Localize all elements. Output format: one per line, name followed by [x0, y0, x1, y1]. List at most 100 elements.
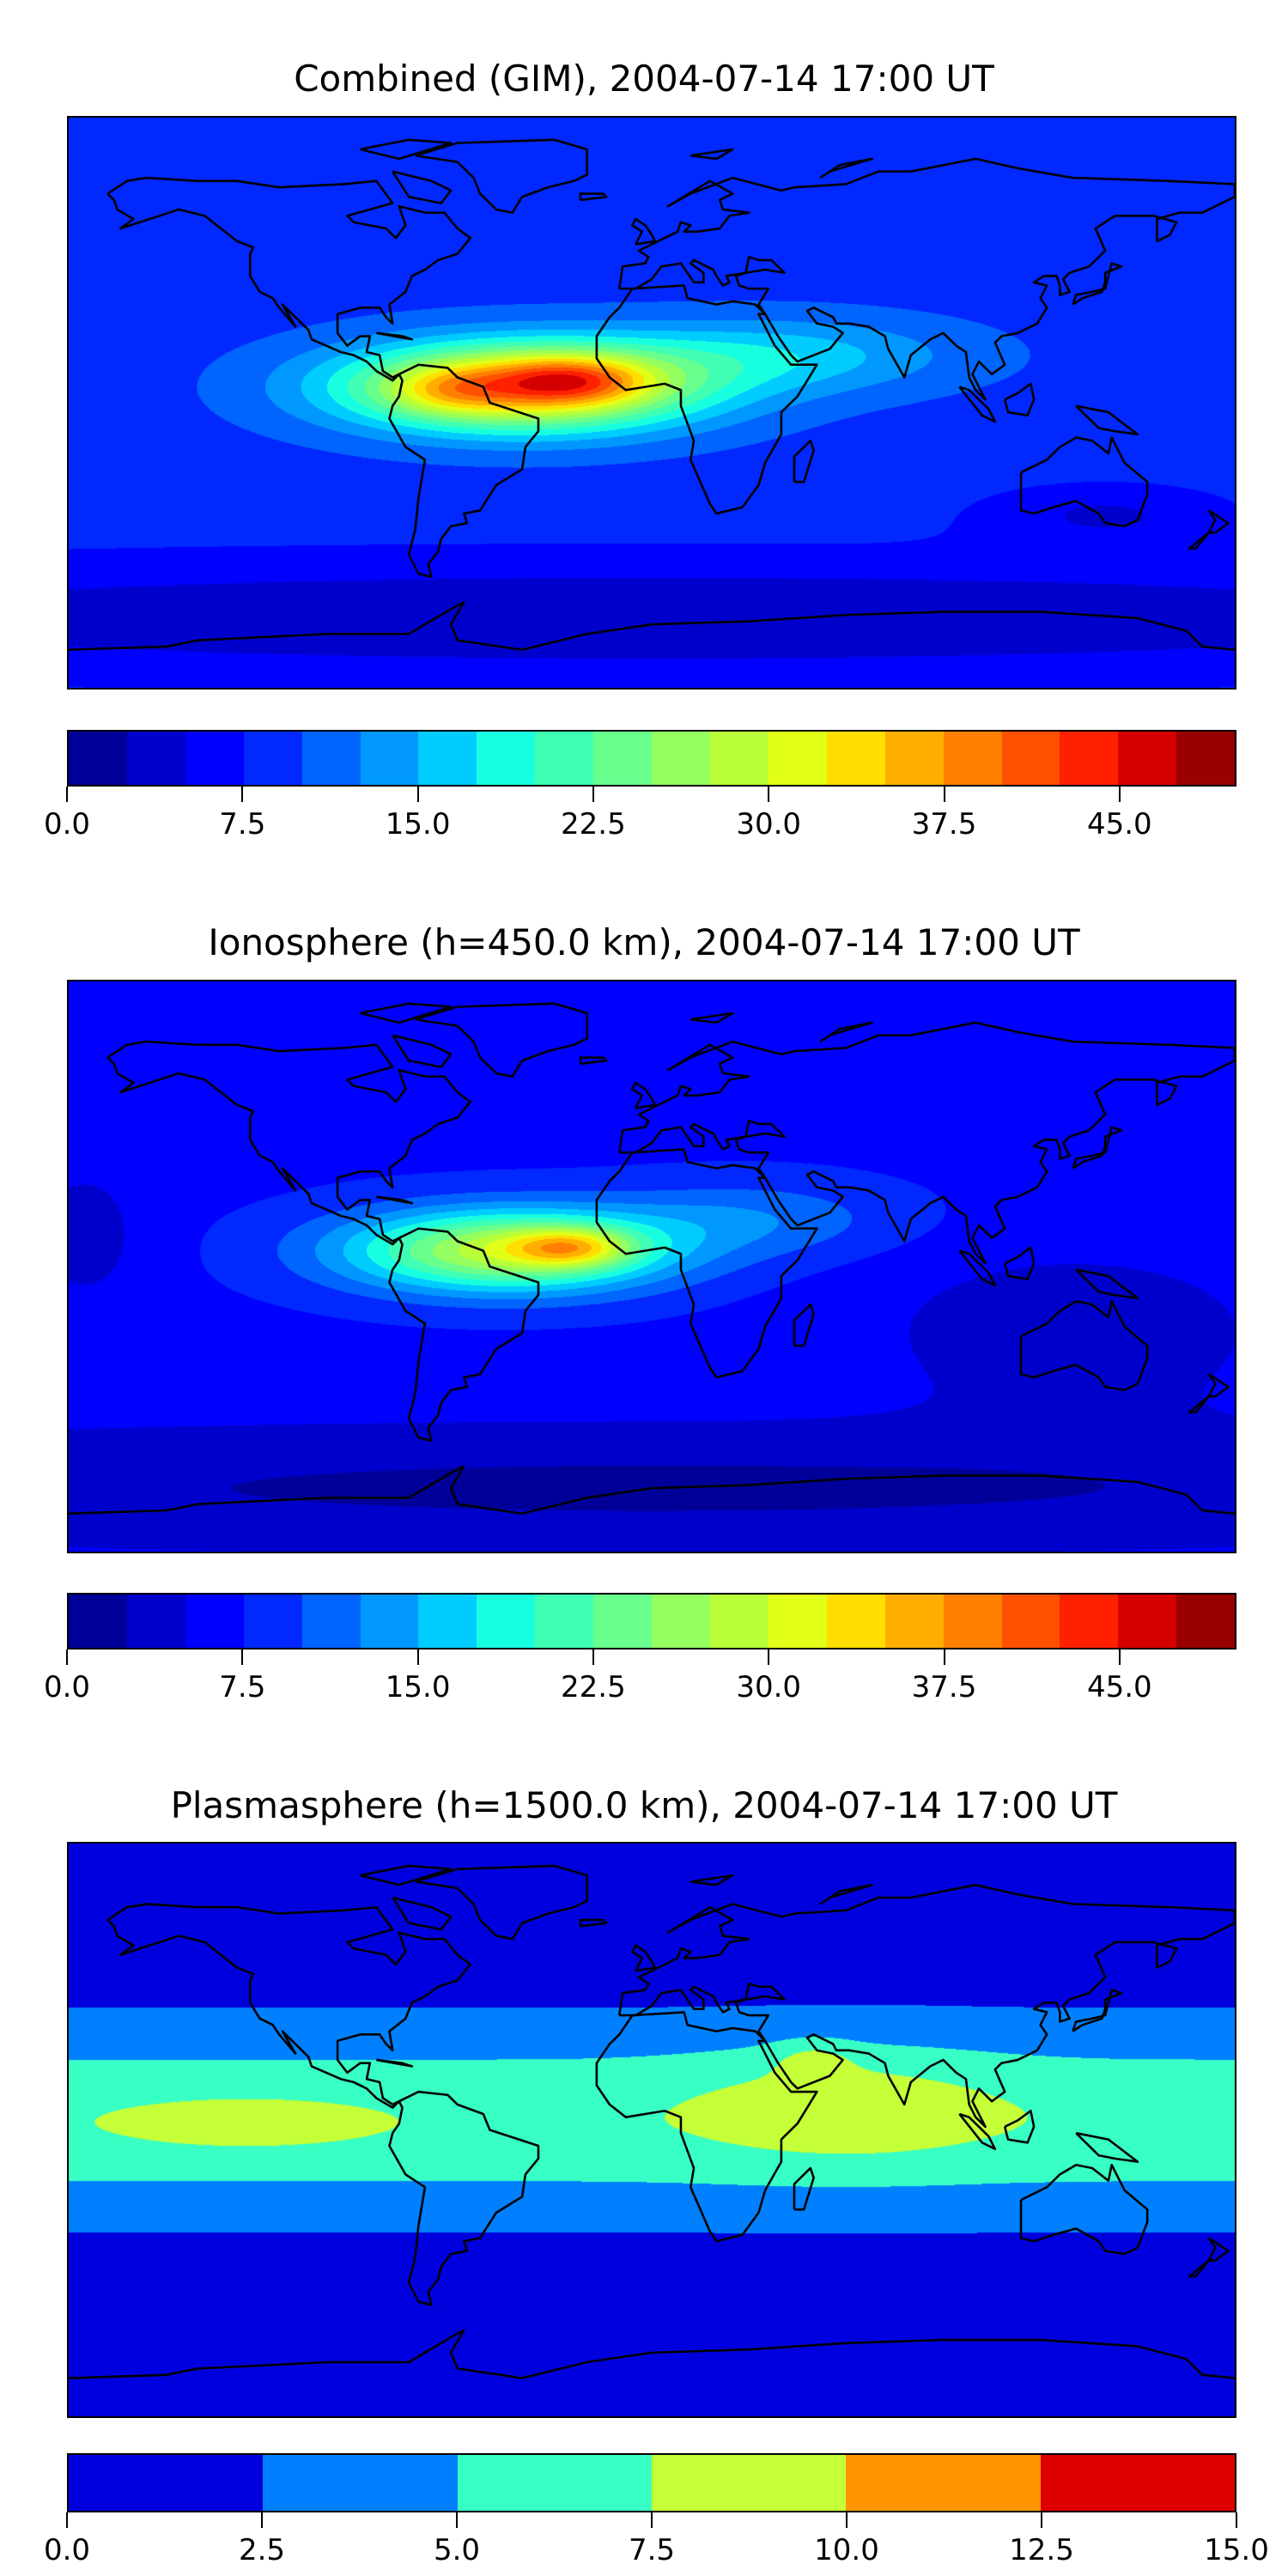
- coastline-eurasia: [617, 157, 1235, 401]
- colorbar-tick: [416, 787, 419, 802]
- coastline-uk: [631, 217, 657, 246]
- coastline-iceland: [579, 1918, 608, 1928]
- colorbar-segment: [884, 732, 944, 785]
- colorbar-segment: [418, 1595, 477, 1648]
- coastline-south-america: [388, 363, 540, 579]
- colorbar-segment: [826, 1595, 885, 1648]
- colorbar-segment: [301, 732, 361, 785]
- coastline-novaya-zemlya: [819, 1883, 873, 1905]
- colorbar-tick: [66, 2512, 68, 2528]
- panel-3-title: Plasmasphere (h=1500.0 km), 2004-07-14 1…: [170, 1784, 1118, 1826]
- coastline-japan: [1072, 1126, 1123, 1170]
- colorbar-tick: [943, 1649, 945, 1665]
- colorbar-segment: [593, 732, 653, 785]
- colorbar-segment: [1176, 732, 1236, 785]
- colorbar-segment: [884, 1595, 944, 1648]
- colorbar-tick-label: 15.0: [385, 807, 451, 841]
- coastline-uk: [631, 1081, 657, 1109]
- coastline-new-zealand-north: [1207, 2237, 1230, 2262]
- coastline-antarctica: [69, 1465, 1235, 1516]
- panel-2-map: [67, 980, 1236, 1553]
- colorbar-tick-label: 15.0: [385, 1670, 451, 1704]
- colorbar-tick: [592, 1649, 594, 1665]
- coastline-madagascar: [793, 2166, 815, 2211]
- coastline-africa: [595, 1148, 818, 1379]
- coastline-south-america: [388, 2090, 540, 2306]
- colorbar-tick-label: 22.5: [561, 1670, 626, 1704]
- colorbar-segment: [535, 732, 594, 785]
- coastline-australia: [1019, 2163, 1149, 2256]
- colorbar-segment: [826, 732, 885, 785]
- coastline-north-america: [106, 1903, 472, 2109]
- coastline-new-zealand-south: [1188, 2259, 1210, 2278]
- coastline-greenland: [415, 138, 588, 214]
- colorbar-segment: [593, 1595, 653, 1648]
- colorbar-tick: [768, 787, 770, 802]
- colorbar-tick: [66, 787, 68, 802]
- coastline-greenland: [415, 1864, 588, 1941]
- filled-contour-field: [69, 1844, 1235, 2416]
- coastlines: [69, 1864, 1235, 2379]
- panel-1-map: [67, 116, 1236, 690]
- colorbar-segment: [768, 1595, 827, 1648]
- colorbar-segment: [243, 1595, 302, 1648]
- coastline-australia: [1019, 1300, 1149, 1392]
- colorbar-segment: [846, 2455, 1041, 2511]
- colorbar-segment: [535, 1595, 594, 1648]
- coastline-sumatra: [958, 1249, 997, 1287]
- colorbar-segment: [943, 1595, 1002, 1648]
- coastline-eurasia: [617, 1883, 1235, 2129]
- colorbar-tick-label: 45.0: [1086, 807, 1152, 841]
- colorbar-tick-label: 7.5: [628, 2533, 676, 2567]
- coastline-svalbard: [690, 148, 734, 161]
- colorbar-segment: [1118, 732, 1177, 785]
- colorbar-tick: [241, 787, 244, 802]
- coastline-borneo: [1003, 2109, 1036, 2144]
- colorbar-tick-label: 15.0: [1204, 2533, 1269, 2567]
- coastline-south-america: [388, 1227, 540, 1443]
- colorbar-segment: [126, 732, 185, 785]
- filled-contour-field: [69, 118, 1235, 688]
- colorbar-tick: [241, 1649, 244, 1665]
- coastline-madagascar: [793, 1303, 815, 1347]
- panel-3-map: [67, 1842, 1236, 2418]
- colorbar-segment: [263, 2455, 458, 2511]
- colorbar-tick-label: 37.5: [911, 1670, 977, 1704]
- coastline-cuba: [376, 2058, 414, 2068]
- coastline-ellesmere: [360, 138, 453, 161]
- coastlines: [69, 1002, 1235, 1516]
- colorbar-segment: [943, 732, 1002, 785]
- coastline-sumatra: [958, 2112, 997, 2151]
- colorbar-tick-label: 2.5: [238, 2533, 286, 2567]
- colorbar-tick-label: 0.0: [43, 2533, 91, 2567]
- coastline-baffin: [392, 1034, 453, 1068]
- coastline-japan: [1072, 262, 1123, 306]
- colorbar-segment: [69, 732, 127, 785]
- panel-1-colorbar: [67, 730, 1236, 787]
- colorbar-segment: [243, 732, 302, 785]
- colorbar-tick-label: 10.0: [814, 2533, 879, 2567]
- colorbar-segment: [360, 732, 419, 785]
- coastlines: [69, 138, 1235, 652]
- colorbar-tick-label: 45.0: [1086, 1670, 1152, 1704]
- coastline-borneo: [1003, 382, 1036, 417]
- colorbar-segment: [709, 1595, 769, 1648]
- colorbar-segment: [126, 1595, 185, 1648]
- coastline-baffin: [392, 1896, 453, 1931]
- colorbar-tick-label: 0.0: [43, 1670, 91, 1704]
- colorbar-segment: [477, 1595, 536, 1648]
- coastline-japan: [1072, 1989, 1123, 2032]
- colorbar-tick-label: 0.0: [43, 807, 91, 841]
- coastline-ellesmere: [360, 1002, 453, 1024]
- coastline-madagascar: [793, 439, 815, 483]
- colorbar-segment: [418, 732, 477, 785]
- filled-contour-field: [69, 981, 1235, 1552]
- coastline-uk: [631, 1944, 657, 1972]
- colorbar-tick: [1236, 2512, 1237, 2528]
- coastline-baffin: [392, 170, 453, 204]
- colorbar-segment: [1118, 1595, 1177, 1648]
- colorbar-tick-label: 37.5: [911, 807, 977, 841]
- colorbar-tick: [651, 2512, 653, 2528]
- coastline-australia: [1019, 436, 1149, 528]
- colorbar-segment: [1040, 2455, 1235, 2511]
